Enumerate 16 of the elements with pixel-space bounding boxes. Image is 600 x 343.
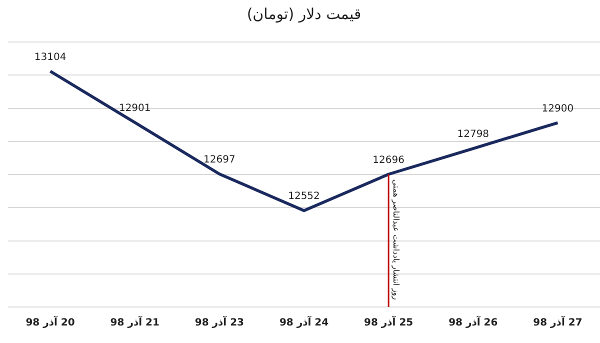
ref-line-label: روز انتشار یادداشت عبدالناصر همتی: [391, 179, 400, 300]
x-tick-label: 24 آذر 98: [279, 316, 329, 329]
data-label: 13104: [34, 52, 66, 63]
x-tick-label: 21 آذر 98: [110, 316, 160, 329]
data-label: 12901: [118, 103, 151, 114]
data-label: 12900: [542, 103, 574, 114]
x-tick-label: 25 آذر 98: [364, 316, 414, 329]
data-label: 12696: [372, 154, 404, 166]
data-label: 12552: [288, 191, 320, 202]
x-tick-label: 27 آذر 98: [533, 316, 582, 329]
x-tick-label: 23 آذر 98: [194, 316, 244, 329]
data-label: 12697: [204, 154, 236, 166]
data-label: 12798: [457, 129, 490, 140]
x-tick-label: 20 آذر 98: [26, 316, 75, 329]
x-tick-label: 26 آذر 98: [448, 316, 498, 329]
chart-title: قیمت دلار (تومان): [246, 4, 362, 23]
